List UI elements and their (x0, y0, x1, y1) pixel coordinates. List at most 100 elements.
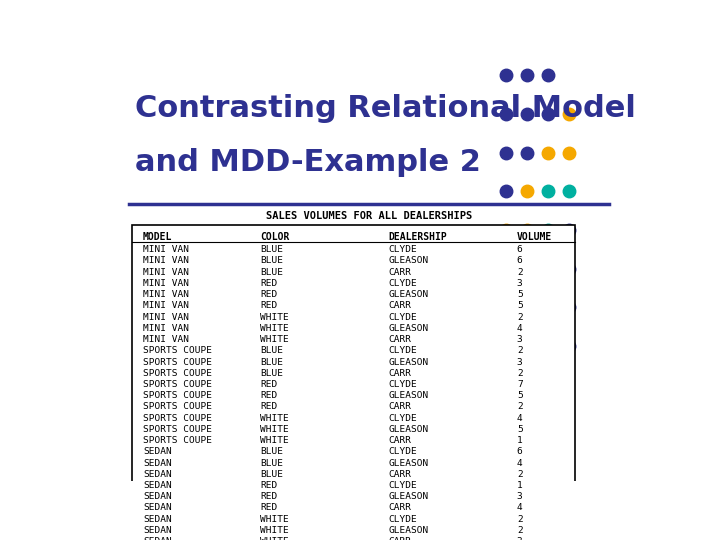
Text: CLYDE: CLYDE (389, 481, 418, 490)
Text: SALES VOLUMES FOR ALL DEALERSHIPS: SALES VOLUMES FOR ALL DEALERSHIPS (266, 211, 472, 221)
Text: 4: 4 (517, 414, 523, 423)
Text: MINI VAN: MINI VAN (143, 324, 189, 333)
Text: CLYDE: CLYDE (389, 313, 418, 322)
Text: RED: RED (260, 279, 277, 288)
Text: 1: 1 (517, 436, 523, 445)
Text: BLUE: BLUE (260, 357, 283, 367)
Text: CLYDE: CLYDE (389, 346, 418, 355)
Text: BLUE: BLUE (260, 346, 283, 355)
Text: WHITE: WHITE (260, 515, 289, 524)
Text: BLUE: BLUE (260, 458, 283, 468)
Text: COLOR: COLOR (260, 232, 289, 242)
Text: VOLUME: VOLUME (517, 232, 552, 242)
Text: 6: 6 (517, 447, 523, 456)
Text: 2: 2 (517, 313, 523, 322)
Text: GLEASON: GLEASON (389, 391, 429, 400)
Text: RED: RED (260, 290, 277, 299)
Text: CARR: CARR (389, 335, 412, 344)
Text: CARR: CARR (389, 503, 412, 512)
Text: SEDAN: SEDAN (143, 458, 172, 468)
Text: 3: 3 (517, 492, 523, 501)
Text: CLYDE: CLYDE (389, 414, 418, 423)
Text: CARR: CARR (389, 301, 412, 310)
Text: 5: 5 (517, 391, 523, 400)
FancyBboxPatch shape (132, 225, 575, 540)
Text: RED: RED (260, 301, 277, 310)
Text: 1: 1 (517, 481, 523, 490)
Text: MINI VAN: MINI VAN (143, 268, 189, 276)
Text: 5: 5 (517, 301, 523, 310)
Text: CLYDE: CLYDE (389, 515, 418, 524)
Text: Contrasting Relational Model: Contrasting Relational Model (135, 94, 636, 123)
Text: 3: 3 (517, 357, 523, 367)
Text: SPORTS COUPE: SPORTS COUPE (143, 380, 212, 389)
Text: RED: RED (260, 402, 277, 411)
Text: DEALERSHIP: DEALERSHIP (389, 232, 447, 242)
Text: 5: 5 (517, 425, 523, 434)
Text: SPORTS COUPE: SPORTS COUPE (143, 414, 212, 423)
Text: MINI VAN: MINI VAN (143, 245, 189, 254)
Text: CLYDE: CLYDE (389, 245, 418, 254)
Text: 2: 2 (517, 402, 523, 411)
Text: 2: 2 (517, 346, 523, 355)
Text: MINI VAN: MINI VAN (143, 301, 189, 310)
Text: RED: RED (260, 391, 277, 400)
Text: 4: 4 (517, 324, 523, 333)
Text: SPORTS COUPE: SPORTS COUPE (143, 391, 212, 400)
Text: CARR: CARR (389, 402, 412, 411)
Text: SPORTS COUPE: SPORTS COUPE (143, 402, 212, 411)
Text: MINI VAN: MINI VAN (143, 290, 189, 299)
Text: 2: 2 (517, 515, 523, 524)
Text: CLYDE: CLYDE (389, 279, 418, 288)
Text: BLUE: BLUE (260, 470, 283, 479)
Text: GLEASON: GLEASON (389, 290, 429, 299)
Text: BLUE: BLUE (260, 256, 283, 266)
Text: 4: 4 (517, 458, 523, 468)
Text: WHITE: WHITE (260, 537, 289, 540)
Text: RED: RED (260, 481, 277, 490)
Text: 4: 4 (517, 503, 523, 512)
Text: SEDAN: SEDAN (143, 515, 172, 524)
Text: SPORTS COUPE: SPORTS COUPE (143, 425, 212, 434)
Text: SPORTS COUPE: SPORTS COUPE (143, 436, 212, 445)
Text: GLEASON: GLEASON (389, 526, 429, 535)
Text: WHITE: WHITE (260, 313, 289, 322)
Text: BLUE: BLUE (260, 447, 283, 456)
Text: BLUE: BLUE (260, 245, 283, 254)
Text: GLEASON: GLEASON (389, 256, 429, 266)
Text: CARR: CARR (389, 436, 412, 445)
Text: SPORTS COUPE: SPORTS COUPE (143, 357, 212, 367)
Text: BLUE: BLUE (260, 369, 283, 378)
Text: BLUE: BLUE (260, 268, 283, 276)
Text: 2: 2 (517, 268, 523, 276)
Text: GLEASON: GLEASON (389, 458, 429, 468)
Text: 2: 2 (517, 470, 523, 479)
Text: CLYDE: CLYDE (389, 380, 418, 389)
Text: SPORTS COUPE: SPORTS COUPE (143, 369, 212, 378)
Text: WHITE: WHITE (260, 414, 289, 423)
Text: CARR: CARR (389, 537, 412, 540)
Text: WHITE: WHITE (260, 335, 289, 344)
Text: SEDAN: SEDAN (143, 503, 172, 512)
Text: SPORTS COUPE: SPORTS COUPE (143, 346, 212, 355)
Text: CARR: CARR (389, 470, 412, 479)
Text: 5: 5 (517, 290, 523, 299)
Text: SEDAN: SEDAN (143, 481, 172, 490)
Text: MINI VAN: MINI VAN (143, 279, 189, 288)
Text: GLEASON: GLEASON (389, 357, 429, 367)
Text: MODEL: MODEL (143, 232, 172, 242)
Text: SEDAN: SEDAN (143, 470, 172, 479)
Text: 6: 6 (517, 256, 523, 266)
Text: SEDAN: SEDAN (143, 537, 172, 540)
Text: SEDAN: SEDAN (143, 526, 172, 535)
Text: SEDAN: SEDAN (143, 492, 172, 501)
Text: CARR: CARR (389, 268, 412, 276)
Text: MINI VAN: MINI VAN (143, 256, 189, 266)
Text: 3: 3 (517, 335, 523, 344)
Text: WHITE: WHITE (260, 324, 289, 333)
Text: GLEASON: GLEASON (389, 425, 429, 434)
Text: SEDAN: SEDAN (143, 447, 172, 456)
Text: 7: 7 (517, 380, 523, 389)
Text: 2: 2 (517, 369, 523, 378)
Text: RED: RED (260, 503, 277, 512)
